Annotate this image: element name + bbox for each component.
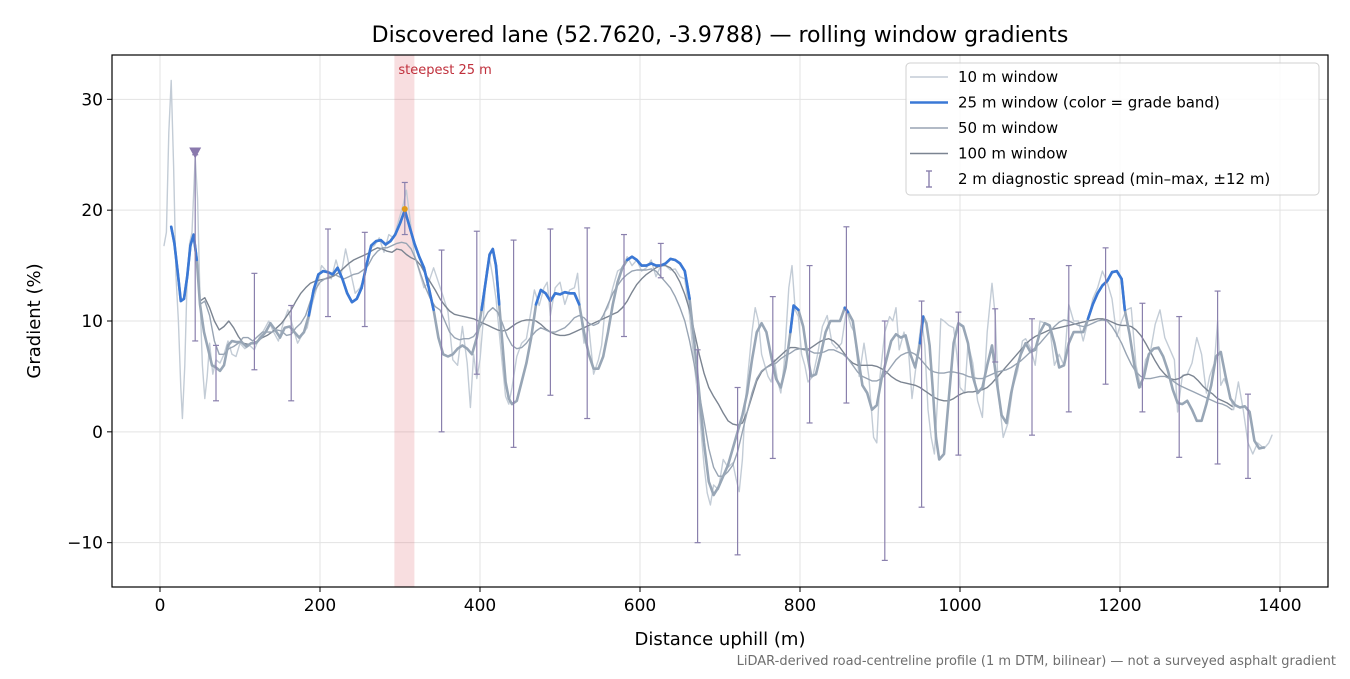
y-tick-label: 20 [81, 201, 103, 221]
legend-label: 25 m window (color = grade band) [958, 94, 1220, 112]
legend-item: 25 m window (color = grade band) [910, 94, 1220, 112]
errorbar [881, 320, 888, 562]
peak-marker [189, 147, 202, 159]
x-tick-label: 600 [624, 596, 656, 616]
errorbar [734, 386, 741, 556]
x-tick-label: 1400 [1258, 596, 1301, 616]
errorbar [843, 226, 850, 404]
x-tick-label: 200 [304, 596, 336, 616]
legend-label: 2 m diagnostic spread (min–max, ±12 m) [958, 170, 1270, 188]
errorbar [1139, 302, 1146, 413]
errorbar [547, 228, 554, 396]
legend-item: 2 m diagnostic spread (min–max, ±12 m) [926, 170, 1270, 188]
steepest-band-layer: steepest 25 m [394, 55, 492, 587]
errorbar [213, 344, 219, 402]
errorbar [657, 242, 664, 279]
max-gradient-marker [401, 206, 408, 213]
errorbar [918, 300, 925, 508]
legend-item: 100 m window [910, 145, 1068, 163]
errorbar [361, 231, 368, 328]
y-tick-label: 0 [92, 423, 103, 443]
errorbar [438, 249, 445, 433]
errorbar [955, 311, 962, 456]
axis-layer: 0 200 400 600 800 1000 1200 1400 −10 0 10 20 30 [67, 90, 1302, 616]
y-tick-label: −10 [67, 534, 103, 554]
errorbar [621, 233, 627, 338]
errorbar [769, 296, 776, 460]
y-tick-label: 10 [81, 312, 103, 332]
x-tick-label: 800 [784, 596, 816, 616]
errorbar [992, 308, 999, 363]
series-1-highlight-segment [307, 266, 363, 317]
x-axis-label: Distance uphill (m) [635, 629, 806, 650]
errorbar [1214, 290, 1221, 465]
errorbar [1245, 393, 1251, 479]
series-layer [163, 79, 1273, 506]
series-3-line [199, 247, 1233, 426]
series-1-highlight-segment [1086, 269, 1127, 321]
y-axis-label: Gradient (%) [24, 263, 45, 378]
errorbar [325, 228, 331, 318]
errorbar [1176, 315, 1183, 458]
legend-label: 10 m window [958, 68, 1058, 86]
series-1-highlight-segment [789, 304, 800, 334]
errorbar [288, 304, 295, 402]
errorbar [806, 264, 813, 424]
legend-label: 50 m window [958, 119, 1058, 137]
y-tick-label: 30 [81, 90, 103, 110]
legend-item: 10 m window [910, 68, 1058, 86]
legend-box [905, 62, 1320, 196]
marker-layer [189, 147, 408, 213]
series-1-highlight-segment [360, 208, 435, 312]
series-2-line [199, 241, 1233, 477]
errorbar-layer [192, 154, 1251, 562]
errorbar [584, 227, 591, 420]
errorbar [1102, 247, 1109, 385]
x-tick-label: 1000 [938, 596, 981, 616]
errorbar [1029, 318, 1035, 436]
series-1-highlight-segment [534, 288, 581, 306]
x-tick-label: 1200 [1098, 596, 1141, 616]
x-tick-label: 0 [155, 596, 166, 616]
legend: 10 m window 25 m window (color = grade ba… [905, 62, 1320, 196]
steepest-band [394, 55, 415, 587]
x-tick-label: 400 [464, 596, 496, 616]
series-1-highlight-segment [480, 247, 501, 312]
errorbar [510, 239, 517, 448]
chart-title: Discovered lane (52.7620, -3.9788) — rol… [372, 23, 1069, 48]
series-1-highlight-segment [625, 255, 691, 301]
footnote: LiDAR-derived road-centreline profile (1… [737, 654, 1336, 669]
errorbar [251, 272, 258, 371]
errorbar [694, 349, 701, 544]
legend-label: 100 m window [958, 145, 1068, 163]
series-0-line [163, 79, 1273, 506]
legend-item: 50 m window [910, 119, 1058, 137]
errorbar [1065, 264, 1072, 413]
steepest-band-label: steepest 25 m [398, 63, 491, 78]
series-1-highlight-segment [169, 225, 199, 303]
errorbar [473, 230, 480, 375]
